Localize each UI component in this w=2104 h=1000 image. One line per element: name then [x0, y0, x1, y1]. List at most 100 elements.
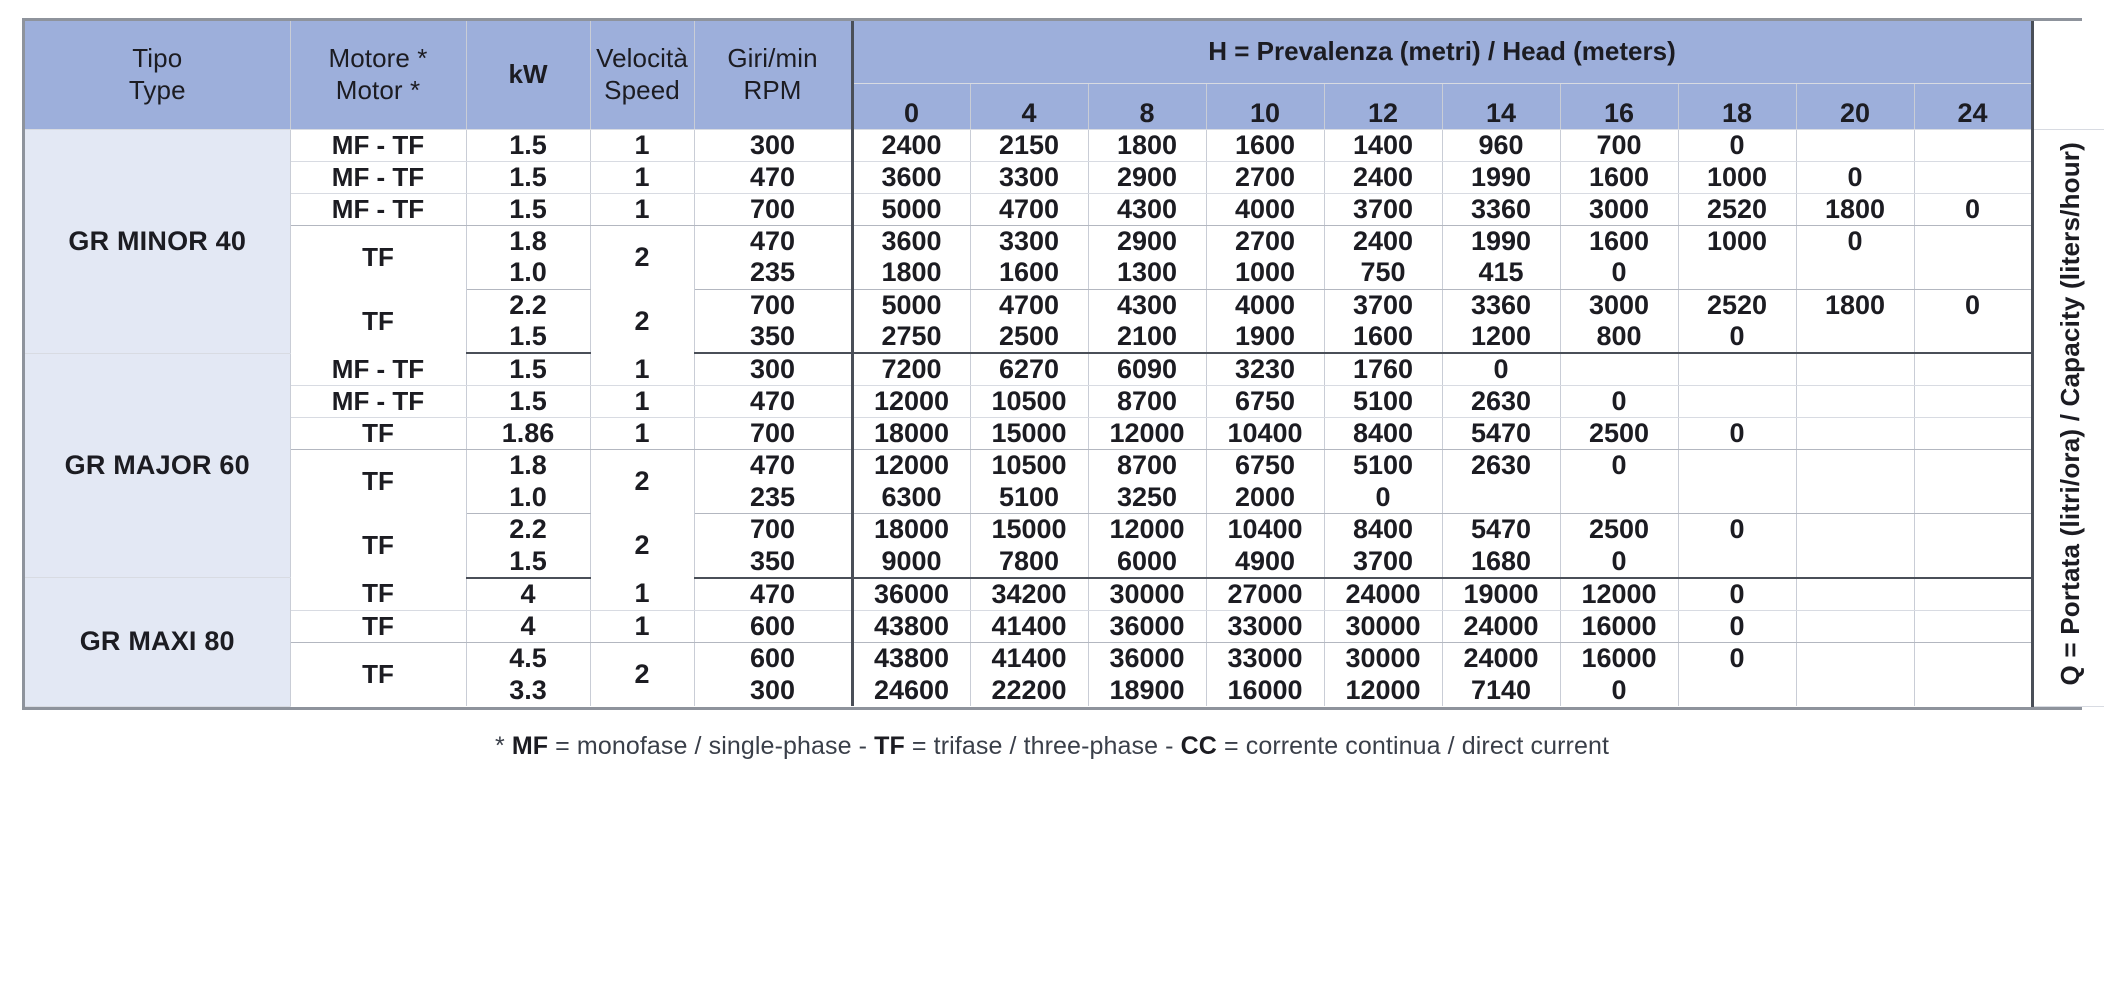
- header-head-16: 16: [1560, 83, 1679, 130]
- flow-cell: 24600: [850, 674, 971, 706]
- flow-cell-empty: [1796, 385, 1915, 418]
- flow-cell: 10500: [970, 385, 1089, 418]
- flow-cell: 9000: [850, 545, 971, 579]
- flow-cell: 18900: [1088, 674, 1207, 706]
- header-capacity-axis-spacer: [2030, 21, 2104, 130]
- flow-cell-empty: [1914, 417, 2033, 450]
- flow-cell-empty: [1914, 129, 2033, 162]
- flow-cell: 0: [1324, 481, 1443, 514]
- flow-cell: 1800: [1088, 129, 1207, 162]
- flow-cell: 2400: [1324, 161, 1443, 194]
- table-row: TF 1.8 2 470 12000 10500 8700 6750 5100 2630 0: [25, 449, 2104, 514]
- flow-cell: 0: [1678, 513, 1797, 546]
- motor-cell: MF - TF: [290, 353, 467, 386]
- header-motor-en: Motor *: [335, 74, 421, 105]
- flow-cell: 33000: [1206, 642, 1325, 674]
- flow-cell: 1900: [1206, 321, 1325, 354]
- table-row: TF 2.2 2 700 18000 15000 12000 10400 8400 5470 250…: [25, 513, 2104, 578]
- table-row: TF 4.5 2 600 43800 41400 36000 33000 30000 24000 1…: [25, 642, 2104, 706]
- motor-cell: MF - TF: [290, 193, 467, 226]
- flow-cell: 6270: [970, 353, 1089, 386]
- table-row: 1.5 350 9000 7800 6000 4900 3700 1680 0: [25, 545, 2104, 579]
- flow-cell: 0: [1678, 642, 1797, 674]
- flow-cell: 3600: [850, 225, 971, 257]
- speed-cell: 2: [590, 289, 695, 353]
- flow-cell: 3600: [850, 161, 971, 194]
- flow-cell: 2400: [850, 129, 971, 162]
- header-head-group: H = Prevalenza (metri) / Head (meters): [850, 21, 2033, 84]
- header-speed-en: Speed: [604, 74, 680, 105]
- flow-cell: 700: [1560, 129, 1679, 162]
- footnote-mf-abbr: MF: [511, 731, 549, 760]
- flow-cell: 3300: [970, 161, 1089, 194]
- pump-type-cell: GR MAJOR 60: [25, 353, 291, 578]
- flow-cell: 2520: [1678, 193, 1797, 226]
- flow-cell: 36000: [850, 577, 971, 611]
- flow-cell: 8400: [1324, 417, 1443, 450]
- flow-cell: 41400: [970, 610, 1089, 643]
- pump-type-cell: GR MINOR 40: [25, 129, 291, 354]
- flow-cell-empty: [1796, 610, 1915, 643]
- kw-cell: 1.5: [466, 353, 591, 386]
- flow-cell: 960: [1442, 129, 1561, 162]
- flow-cell: 4000: [1206, 193, 1325, 226]
- table-row: GR MAJOR 60 MF - TF 1.5 1 300 7200 6270 6090 323…: [25, 353, 2104, 578]
- flow-cell-empty: [1914, 321, 2033, 354]
- flow-cell: 12000: [1088, 417, 1207, 450]
- speed-cell: 1: [590, 193, 695, 226]
- header-head-8: 8: [1088, 83, 1207, 130]
- flow-cell: 5470: [1442, 513, 1561, 546]
- motor-cell: TF: [290, 289, 467, 353]
- header-speed: Velocità Speed: [590, 21, 695, 130]
- rpm-cell: 470: [694, 577, 853, 611]
- flow-cell-empty: [1796, 321, 1915, 354]
- flow-cell: 3000: [1560, 193, 1679, 226]
- flow-cell: 1000: [1678, 225, 1797, 257]
- flow-cell: 18000: [850, 513, 971, 546]
- flow-cell: 34200: [970, 577, 1089, 611]
- table-row: 1.5 350 2750 2500 2100 1900 1600 1200 800 0: [25, 321, 2104, 354]
- flow-cell-empty: [1678, 385, 1797, 418]
- flow-cell: 6750: [1206, 449, 1325, 482]
- table-row: 1.0 235 6300 5100 3250 2000 0: [25, 481, 2104, 514]
- header-head-18: 18: [1678, 83, 1797, 130]
- kw-cell: 2.2: [466, 289, 591, 321]
- flow-cell: 8400: [1324, 513, 1443, 546]
- flow-cell: 30000: [1088, 577, 1207, 611]
- flow-cell: 3230: [1206, 353, 1325, 386]
- footnote-tf-text: = trifase / three-phase -: [904, 731, 1181, 760]
- flow-cell: 12000: [850, 385, 971, 418]
- header-motor-it: Motore *: [328, 43, 428, 74]
- flow-cell: 5000: [850, 289, 971, 321]
- flow-cell-empty: [1796, 481, 1915, 514]
- rpm-cell: 300: [694, 353, 853, 386]
- flow-cell: 3250: [1088, 481, 1207, 514]
- table-row: GR MAXI 80 TF 4 1 470 36000 34200 30000 27000 240…: [25, 577, 2104, 707]
- speed-cell: 1: [590, 610, 695, 643]
- flow-cell-empty: [1796, 545, 1915, 579]
- footnote-mf-text: = monofase / single-phase -: [548, 731, 875, 760]
- motor-cell: TF: [290, 513, 467, 578]
- flow-cell: 4900: [1206, 545, 1325, 579]
- table-row: MF - TF 1.5 1 700 5000 4700 4300 4000 3700 3360 30…: [25, 193, 2104, 226]
- table-row: 1.0 235 1800 1600 1300 1000 750 415 0: [25, 257, 2104, 290]
- footnote-cc-abbr: CC: [1180, 731, 1217, 760]
- flow-cell: 1600: [1206, 129, 1325, 162]
- flow-cell-empty: [1442, 481, 1561, 514]
- flow-cell: 2630: [1442, 449, 1561, 482]
- header-head-symbol: H: [1208, 36, 1228, 67]
- kw-cell: 1.8: [466, 449, 591, 482]
- speed-cell: 1: [590, 353, 695, 386]
- flow-cell: 24000: [1442, 610, 1561, 643]
- flow-cell-empty: [1914, 353, 2033, 386]
- rpm-cell: 700: [694, 289, 853, 321]
- table-row: MF - TF 1.5 1 470 3600 3300 2900 2700 2400 1990 16…: [25, 161, 2104, 194]
- flow-cell-empty: [1914, 577, 2033, 611]
- motor-cell: TF: [290, 417, 467, 450]
- flow-cell-empty: [1678, 257, 1797, 290]
- kw-cell: 1.5: [466, 321, 591, 354]
- flow-cell: 1200: [1442, 321, 1561, 354]
- flow-cell: 19000: [1442, 577, 1561, 611]
- speed-cell: 1: [590, 161, 695, 194]
